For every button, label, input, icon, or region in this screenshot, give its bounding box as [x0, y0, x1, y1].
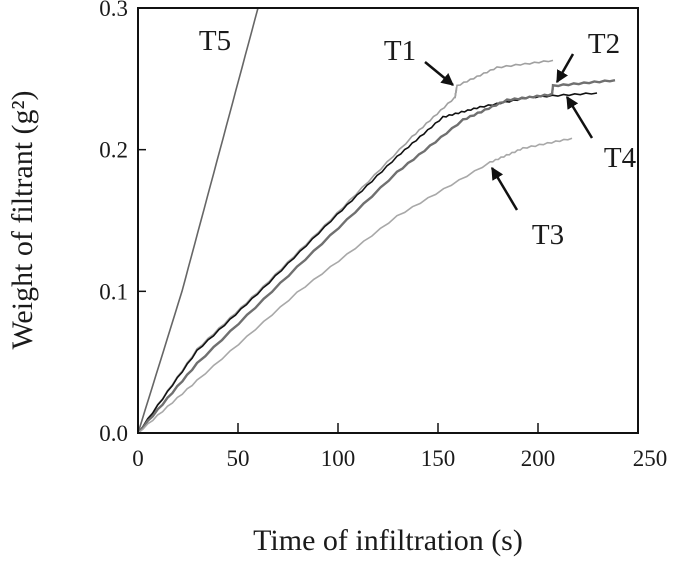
- annotation-t5: T5: [199, 25, 231, 57]
- annotation-t4: T4: [604, 142, 637, 174]
- x-tick-label: 50: [227, 446, 250, 471]
- x-tick-label: 100: [321, 446, 356, 471]
- y-tick-label: 0.0: [99, 421, 128, 446]
- annotation-t2: T2: [588, 28, 620, 60]
- x-tick-label: 250: [633, 446, 668, 471]
- series-line-t2: [137, 79, 616, 434]
- annotation-t1: T1: [384, 35, 416, 67]
- annotation-arrow-t3: [490, 166, 519, 211]
- x-axis-title: Time of infiltration (s): [253, 524, 523, 557]
- x-tick-label: 150: [421, 446, 456, 471]
- annotation-arrow-t1: [424, 61, 454, 86]
- y-axis-title: Weight of filtrant (g²): [6, 91, 39, 350]
- series-line-t1: [137, 59, 554, 434]
- series-line-t4: [137, 92, 598, 434]
- y-tick-label: 0.2: [99, 138, 128, 163]
- x-tick-label: 0: [132, 446, 144, 471]
- annotation-arrow-t2: [555, 53, 575, 84]
- y-tick-label: 0.3: [99, 0, 128, 21]
- annotation-arrow-t4: [565, 95, 594, 139]
- series-line-t3: [137, 137, 573, 434]
- series-line-t5: [137, 7, 259, 434]
- x-tick-label: 200: [521, 446, 556, 471]
- annotation-t3: T3: [532, 219, 564, 251]
- y-tick-label: 0.1: [99, 279, 128, 304]
- plot-frame: [137, 7, 639, 434]
